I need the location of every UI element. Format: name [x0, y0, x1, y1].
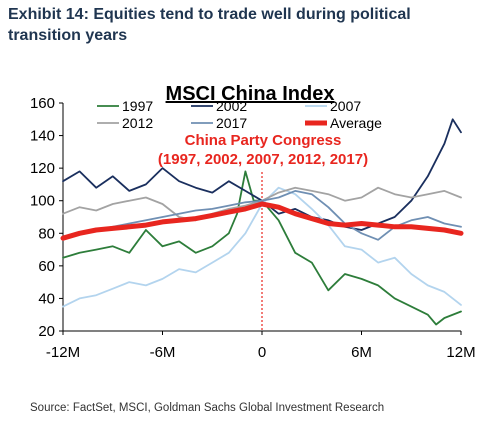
- x-tick-label: -12M: [46, 344, 80, 361]
- legend-label-2017: 2017: [216, 115, 247, 131]
- y-tick-label: 120: [30, 160, 55, 177]
- y-tick-label: 40: [38, 290, 55, 307]
- legend-label-2002: 2002: [216, 98, 247, 114]
- x-tick-label: 0: [258, 344, 266, 361]
- y-tick-label: 80: [38, 225, 55, 242]
- source-note: Source: FactSet, MSCI, Goldman Sachs Glo…: [30, 402, 385, 414]
- y-tick-label: 100: [30, 193, 55, 210]
- exhibit-title: Exhibit 14: Equities tend to trade well …: [8, 6, 411, 44]
- y-tick-label: 140: [30, 128, 55, 145]
- x-tick-label: 6M: [351, 344, 372, 361]
- chart-title: MSCI China Index: [166, 83, 335, 105]
- x-tick-label: 12M: [446, 344, 475, 361]
- x-tick-label: -6M: [150, 344, 176, 361]
- series-line-average: [60, 201, 464, 241]
- y-tick-label: 60: [38, 258, 55, 275]
- y-tick-label: 160: [30, 95, 55, 112]
- legend-label-average: Average: [330, 115, 382, 131]
- y-tick-label: 20: [38, 323, 55, 340]
- legend-label-1997: 1997: [122, 98, 153, 114]
- annotation-line-1: China Party Congress: [185, 132, 342, 149]
- annotation-line-2: (1997, 2002, 2007, 2012, 2017): [158, 151, 368, 168]
- legend-label-2012: 2012: [122, 115, 153, 131]
- legend-label-2007: 2007: [330, 98, 361, 114]
